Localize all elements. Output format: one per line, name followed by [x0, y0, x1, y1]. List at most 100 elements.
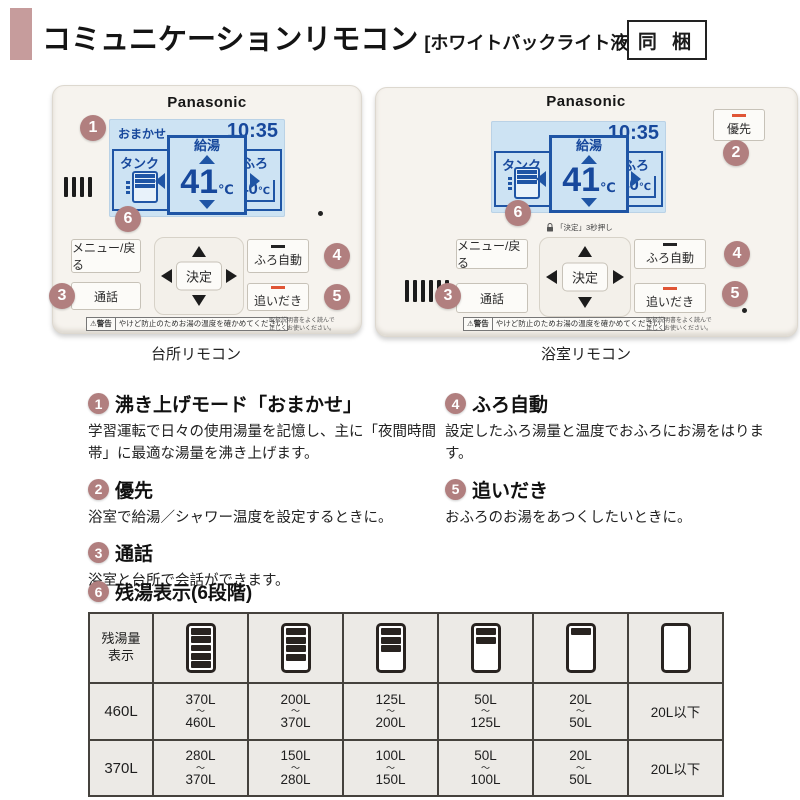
direction-pad[interactable]: 決定 — [154, 237, 244, 315]
range-from: 20L — [569, 748, 592, 764]
range-cell: 200L 〜 370L — [249, 691, 342, 730]
included-badge: 同 梱 — [627, 20, 707, 60]
range-to: 50L — [569, 771, 592, 787]
pad-left-icon[interactable] — [161, 269, 172, 283]
supply-temp-unit: ℃ — [218, 181, 234, 197]
talk-label: 通話 — [479, 291, 504, 306]
bath-auto-button[interactable]: ふろ自動 — [247, 239, 309, 273]
range-from: 20L — [569, 691, 592, 707]
callout-number-4: 4 — [445, 393, 466, 414]
callout-5: 5 — [324, 284, 350, 310]
bath-label: ふろ — [622, 158, 649, 173]
supply-temp-number: 41 — [180, 162, 219, 201]
feature-heading-5: 5 追いだき — [445, 476, 785, 503]
warning-text: やけど防止のためお湯の温度を確かめてください — [118, 319, 284, 328]
warning-text: やけど防止のためお湯の温度を確かめてください — [495, 319, 661, 328]
bathroom-remote: Panasonic 10:35 タンク ふろ 40℃ 給湯 41 ℃ — [375, 87, 798, 337]
range-to: 100L — [470, 771, 501, 787]
range-tilde: 〜 — [575, 706, 585, 716]
row-label-370: 370L — [88, 739, 154, 797]
warning-label: ⚠ 警告 — [87, 318, 116, 330]
pad-left-icon[interactable] — [546, 270, 557, 284]
page-title: コミュニケーションリモコン [ホワイトバックライト液晶] — [42, 16, 652, 58]
bath-auto-button[interactable]: ふろ自動 — [634, 239, 706, 269]
supply-temp-number: 41 — [562, 161, 601, 200]
bath-auto-indicator — [271, 244, 285, 248]
tank-level-icon-0 — [660, 623, 691, 673]
table-row-460: 460L 370L 〜 460L 200L 〜 370L 125L 〜 200L 50L 〜 1… — [88, 682, 724, 741]
reheat-button[interactable]: 追いだき — [247, 283, 309, 311]
feature-title-5: 追いだき — [472, 480, 549, 502]
tank-level-icon-1 — [565, 623, 596, 673]
pad-up-icon[interactable] — [192, 246, 206, 257]
menu-back-button[interactable]: メニュー/戻る — [456, 239, 528, 270]
callout-4: 4 — [324, 243, 350, 269]
direction-pad[interactable]: 決定 — [539, 237, 631, 317]
warning-strip: ⚠ 警告 やけど防止のためお湯の温度を確かめてください — [86, 317, 288, 331]
range-to: 370L — [280, 715, 311, 730]
warning-icon: ⚠ — [467, 319, 474, 328]
priority-button[interactable]: 優先 — [713, 109, 765, 141]
pad-down-icon[interactable] — [578, 297, 592, 308]
mic-hole — [318, 211, 323, 216]
callout-number-5: 5 — [445, 478, 466, 500]
arrow-right-icon — [631, 171, 641, 187]
supply-temp-value: 41 ℃ — [562, 161, 616, 200]
priority-label: 優先 — [726, 121, 751, 136]
callout-5: 5 — [722, 281, 748, 307]
arrow-down-icon — [581, 198, 597, 207]
bath-auto-label: ふろ自動 — [253, 252, 302, 267]
range-cell: 20L 〜 50L — [534, 691, 627, 730]
reheat-indicator — [271, 285, 285, 289]
arrow-left-icon — [155, 173, 165, 189]
pad-right-icon[interactable] — [226, 269, 237, 283]
tank-level-icon-3 — [375, 623, 406, 673]
range-from: 50L — [474, 748, 497, 764]
feature-heading-2: 2 優先 — [88, 476, 440, 503]
callout-number-1: 1 — [88, 393, 109, 414]
kitchen-remote: Panasonic おまかせ 10:35 タンク ふろ 40℃ 給湯 41 ℃ — [49, 85, 362, 334]
warning-label: ⚠ 警告 — [464, 318, 493, 330]
talk-button[interactable]: 通話 — [456, 283, 528, 313]
range-tilde: 〜 — [480, 706, 490, 716]
bathroom-lcd-screen: 10:35 タンク ふろ 40℃ 給湯 41 ℃ — [491, 121, 666, 213]
tank-level-icon — [126, 171, 158, 203]
supply-temp-value: 41 ℃ — [180, 162, 234, 201]
range-from: 200L — [280, 691, 311, 707]
pad-up-icon[interactable] — [578, 246, 592, 257]
callout-1: 1 — [80, 115, 106, 141]
range-cell: 50L 〜 125L — [439, 691, 532, 730]
lock-icon — [547, 223, 553, 232]
pad-right-icon[interactable] — [613, 270, 624, 284]
enter-button[interactable]: 決定 — [176, 261, 222, 291]
mode-text: おまかせ — [118, 127, 167, 141]
pad-down-icon[interactable] — [192, 295, 206, 306]
range-to: 125L — [470, 715, 501, 730]
range-tilde: 〜 — [480, 762, 490, 773]
tank-level-table: 残湯量 表示 460L 370L 〜 460L 200L 〜 370L 125L 〜 200… — [88, 612, 724, 797]
tank-section-heading: 6 残湯表示(6段階) — [88, 578, 252, 605]
row-label-460: 460L — [88, 682, 154, 741]
range-cell: 150L 〜 280L — [249, 749, 342, 787]
range-tilde: 〜 — [290, 706, 300, 716]
tank-body — [514, 167, 540, 199]
range-to: 200L — [375, 715, 406, 730]
bath-auto-label: ふろ自動 — [645, 250, 694, 265]
table-corner-label: 残湯量 表示 — [88, 612, 154, 684]
range-tilde: 〜 — [385, 706, 395, 716]
priority-indicator — [732, 113, 746, 117]
tank-ticks — [508, 176, 512, 190]
range-from: 50L — [474, 691, 497, 707]
range-tilde: 〜 — [195, 706, 205, 716]
feature-heading-4: 4 ふろ自動 — [445, 390, 785, 417]
menu-back-button[interactable]: メニュー/戻る — [71, 239, 141, 273]
talk-button[interactable]: 通話 — [71, 282, 141, 310]
tank-level-icon — [508, 167, 540, 199]
brand-logo: Panasonic — [167, 94, 247, 111]
enter-button[interactable]: 決定 — [562, 262, 608, 292]
warning-word: 警告 — [96, 319, 112, 328]
callout-4: 4 — [724, 241, 750, 267]
feature-desc-5: おふろのお湯をあつくしたいときに。 — [445, 509, 692, 526]
tank-ticks — [126, 180, 130, 194]
reheat-button[interactable]: 追いだき — [634, 283, 706, 313]
